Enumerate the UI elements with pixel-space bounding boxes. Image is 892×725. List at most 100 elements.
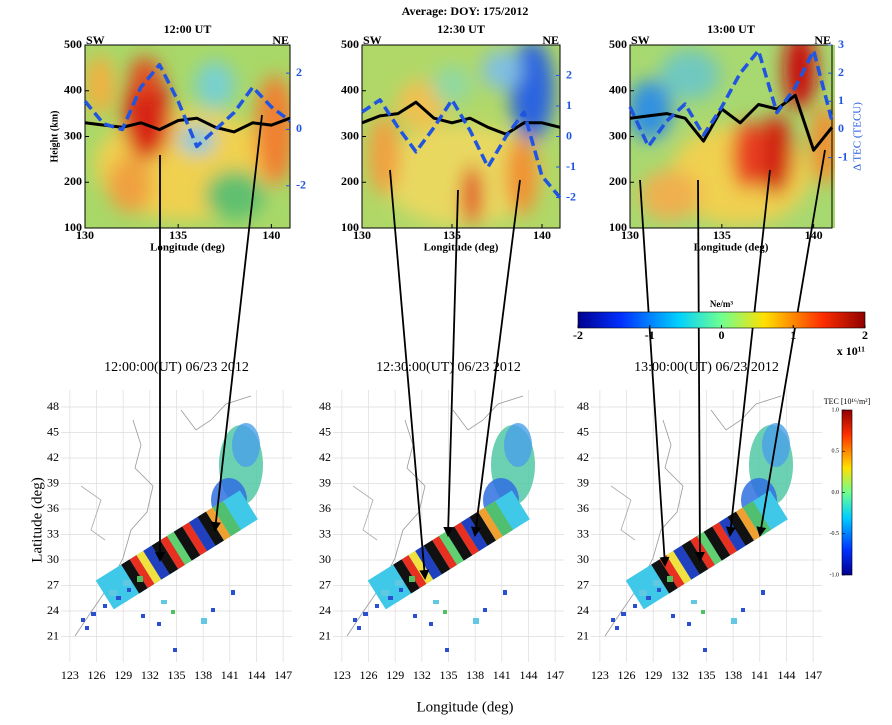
x-tick-label: 129 xyxy=(644,668,662,682)
x-axis-label: Longitude (deg) xyxy=(416,699,513,715)
x-tick-label: 141 xyxy=(493,668,511,682)
y-tick-label: 36 xyxy=(577,501,589,515)
colorbar-tick-label: 1.0 xyxy=(832,407,840,413)
x-tick-label: 135 xyxy=(713,228,731,242)
panel-title: 12:00 UT xyxy=(164,22,212,36)
x-tick-label: 141 xyxy=(751,668,769,682)
colorbar-tick-label: 0.5 xyxy=(832,449,840,455)
y-tick-label: 33 xyxy=(577,526,589,540)
x-tick-label: 138 xyxy=(194,668,212,682)
y-tick-label: 24 xyxy=(577,603,589,617)
x-tick-label: 147 xyxy=(274,668,292,682)
tec-map xyxy=(75,396,263,652)
y-tick-label: 21 xyxy=(319,628,331,642)
colorbar-label: TEC [10¹⁶/m²] xyxy=(824,397,871,406)
y-tick-label: 27 xyxy=(47,577,59,591)
y-tick-label: 400 xyxy=(341,83,359,97)
colorbar-label: Ne/m³ xyxy=(710,299,733,309)
x-tick-label: 123 xyxy=(61,668,79,682)
colorbar-tick-label: -0.5 xyxy=(830,531,840,537)
y-tick-label: 36 xyxy=(47,501,59,515)
x-tick-label: 140 xyxy=(805,228,823,242)
y-tick-label: 400 xyxy=(64,83,82,97)
y-tick-label: 27 xyxy=(319,577,331,591)
x-tick-label: 123 xyxy=(591,668,609,682)
x-tick-label: 135 xyxy=(443,228,461,242)
colorbar-tick-label: 2 xyxy=(862,328,868,342)
x-tick-label: 129 xyxy=(386,668,404,682)
y-tick-label: 500 xyxy=(341,37,359,51)
map-title: 12:30:00(UT) 06/23 2012 xyxy=(376,360,521,375)
colorbar-tick-label: 0.0 xyxy=(832,490,840,496)
x-tick-label: 135 xyxy=(169,228,187,242)
y-tick-label: 30 xyxy=(319,552,331,566)
y2-tick-label: -1 xyxy=(838,149,848,163)
y2-tick-label: -2 xyxy=(566,189,576,203)
y2-tick-label: 0 xyxy=(838,121,844,135)
colorbar-tick-label: -1.0 xyxy=(830,572,840,578)
y-tick-label: 36 xyxy=(319,501,331,515)
colorbar-tick-label: 1 xyxy=(790,328,796,342)
y2-tick-label: 1 xyxy=(566,98,572,112)
x-tick-label: 147 xyxy=(804,668,822,682)
x-tick-label: 141 xyxy=(221,668,239,682)
y-tick-label: 42 xyxy=(319,450,331,464)
figure: Average: DOY: 175/2012 Longitude (deg) L… xyxy=(0,0,892,725)
tec-map xyxy=(347,396,535,652)
y-tick-label: 30 xyxy=(577,552,589,566)
y2-tick-label: 0 xyxy=(566,128,572,142)
y2-axis-label: Δ TEC (TECU) xyxy=(852,102,864,171)
colorbar-tick-label: 0 xyxy=(719,328,725,342)
y-tick-label: 42 xyxy=(47,450,59,464)
x-tick-label: 129 xyxy=(114,668,132,682)
y-tick-label: 100 xyxy=(64,220,82,234)
x-tick-label: 144 xyxy=(519,668,537,682)
y-tick-label: 27 xyxy=(577,577,589,591)
y-tick-label: 300 xyxy=(609,128,627,142)
y-tick-label: 45 xyxy=(319,424,331,438)
x-tick-label: 138 xyxy=(724,668,742,682)
y-tick-label: 21 xyxy=(47,628,59,642)
y-axis-label: Height (km) xyxy=(49,111,60,163)
x-tick-label: 123 xyxy=(333,668,351,682)
corner-label: NE xyxy=(542,33,559,47)
x-tick-label: 132 xyxy=(671,668,689,682)
y-tick-label: 45 xyxy=(47,424,59,438)
x-axis-label: Longitude (deg) xyxy=(150,242,225,254)
y-tick-label: 39 xyxy=(47,475,59,489)
corner-label: NE xyxy=(272,33,289,47)
x-tick-label: 135 xyxy=(698,668,716,682)
y-tick-label: 48 xyxy=(577,399,589,413)
y-tick-label: 48 xyxy=(47,399,59,413)
colorbar-tick-label: -1 xyxy=(645,328,655,342)
arrow xyxy=(698,180,700,560)
panel-title: 12:30 UT xyxy=(437,22,485,36)
x-tick-label: 140 xyxy=(533,228,551,242)
y-tick-label: 100 xyxy=(609,220,627,234)
x-axis-label: Longitude (deg) xyxy=(424,242,499,254)
y-tick-label: 24 xyxy=(319,603,331,617)
x-tick-label: 144 xyxy=(777,668,795,682)
x-tick-label: 135 xyxy=(168,668,186,682)
y-tick-label: 21 xyxy=(577,628,589,642)
y-tick-label: 39 xyxy=(319,475,331,489)
y-tick-label: 100 xyxy=(341,220,359,234)
y-tick-label: 200 xyxy=(341,174,359,188)
colorbar-tick-label: -2 xyxy=(573,328,583,342)
y-tick-label: 33 xyxy=(319,526,331,540)
x-tick-label: 138 xyxy=(466,668,484,682)
y-tick-label: 500 xyxy=(64,37,82,51)
y-tick-label: 400 xyxy=(609,83,627,97)
y-tick-label: 39 xyxy=(577,475,589,489)
colorbar-multiplier: x 10¹¹ xyxy=(837,344,866,358)
y-tick-label: 33 xyxy=(47,526,59,540)
y-tick-label: 300 xyxy=(341,128,359,142)
y-tick-label: 200 xyxy=(64,174,82,188)
y-tick-label: 300 xyxy=(64,128,82,142)
y-tick-label: 200 xyxy=(609,174,627,188)
x-tick-label: 132 xyxy=(141,668,159,682)
y-tick-label: 48 xyxy=(319,399,331,413)
y2-tick-label: -2 xyxy=(296,178,306,192)
y-tick-label: 45 xyxy=(577,424,589,438)
x-tick-label: 140 xyxy=(262,228,280,242)
